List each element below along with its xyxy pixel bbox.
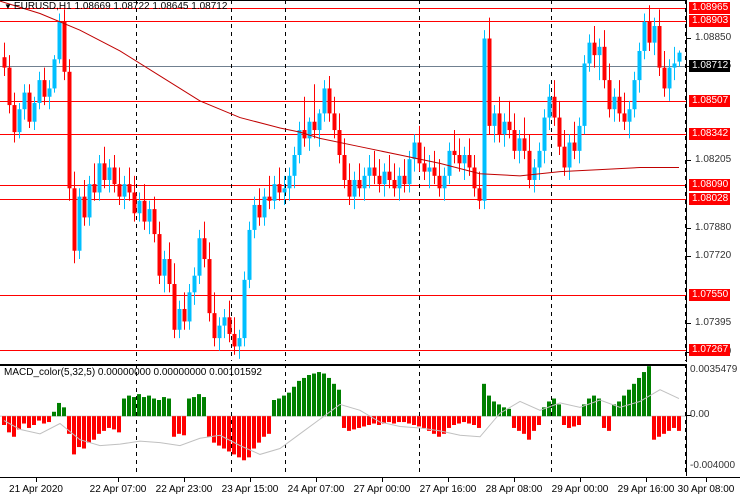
macd-tick-label: 0.00 [690, 409, 710, 420]
price-tick-mark [687, 160, 691, 161]
price-panel-bottom-border [0, 0, 686, 1]
time-axis-label: 23 Apr 15:00 [221, 484, 279, 495]
time-tick-mark [580, 478, 581, 482]
time-tick-mark [36, 478, 37, 482]
time-tick-mark [448, 478, 449, 482]
price-level-flag[interactable]: 1.08028 [689, 193, 731, 205]
price-plot-area[interactable] [0, 0, 686, 361]
time-axis-label: 28 Apr 08:00 [485, 484, 543, 495]
time-axis-label: 27 Apr 00:00 [353, 484, 411, 495]
time-tick-mark [706, 478, 707, 482]
symbol-header-text: EURUSD,H1 1.08669 1.08722 1.08645 1.0871… [13, 1, 228, 12]
time-axis-label: 30 Apr 08:00 [677, 484, 735, 495]
macd-header-label: MACD_color(5,32,5) 0.00000000 0.00000000… [4, 367, 262, 378]
current-price-flag[interactable]: 1.08712 [689, 60, 731, 72]
time-axis-label: 27 Apr 16:00 [419, 484, 477, 495]
time-axis-label: 22 Apr 07:00 [89, 484, 147, 495]
time-tick-mark [184, 478, 185, 482]
time-axis-label: 29 Apr 00:00 [551, 484, 609, 495]
macd-tick-label: -0.004000 [690, 460, 736, 471]
price-level-flag[interactable]: 1.08965 [689, 2, 731, 14]
price-tick-label: 1.07395 [695, 317, 732, 328]
macd-tick-mark [687, 415, 691, 416]
macd-tick-label: 0.0035479 [690, 364, 738, 375]
symbol-header: ▼ EURUSD,H1 1.08669 1.08722 1.08645 1.087… [4, 1, 227, 12]
price-axis-vertical-line [686, 0, 687, 362]
time-tick-mark [514, 478, 515, 482]
macd-axis-vertical-line [686, 364, 687, 476]
collapse-triangle-icon[interactable]: ▼ [4, 1, 12, 11]
price-candlestick-svg [0, 0, 686, 361]
macd-histogram-svg [0, 364, 686, 475]
price-tick-mark [687, 323, 691, 324]
price-level-flag[interactable]: 1.07267 [689, 344, 731, 356]
price-level-flag[interactable]: 1.08507 [689, 95, 731, 107]
time-tick-mark [646, 478, 647, 482]
price-level-flag[interactable]: 1.08342 [689, 128, 731, 140]
price-tick-label: 1.07880 [695, 222, 732, 233]
time-axis-line [0, 477, 740, 478]
time-axis-label: 24 Apr 07:00 [287, 484, 345, 495]
time-tick-mark [382, 478, 383, 482]
time-tick-mark [118, 478, 119, 482]
macd-plot-area[interactable] [0, 364, 686, 475]
macd-panel-top-border [0, 364, 686, 365]
macd-indicator-panel[interactable]: MACD_color(5,32,5) 0.00000000 0.00000000… [0, 364, 740, 476]
price-tick-mark [687, 38, 691, 39]
price-tick-mark [687, 228, 691, 229]
price-level-flag[interactable]: 1.08090 [689, 179, 731, 191]
time-axis-label: 22 Apr 23:00 [155, 484, 213, 495]
time-axis-label: 29 Apr 16:00 [617, 484, 675, 495]
time-axis-label: 21 Apr 2020 [9, 484, 63, 495]
price-tick-label: 1.07720 [695, 250, 732, 261]
price-tick-label: 1.08205 [695, 154, 732, 165]
price-level-flag[interactable]: 1.08903 [689, 15, 731, 27]
macd-panel-bottom-border [0, 365, 686, 366]
price-tick-mark [687, 256, 691, 257]
price-chart-panel[interactable]: ▼ EURUSD,H1 1.08669 1.08722 1.08645 1.087… [0, 0, 740, 362]
price-level-flag[interactable]: 1.07550 [689, 289, 731, 301]
price-tick-label: 1.08850 [695, 32, 732, 43]
time-tick-mark [250, 478, 251, 482]
time-tick-mark [316, 478, 317, 482]
